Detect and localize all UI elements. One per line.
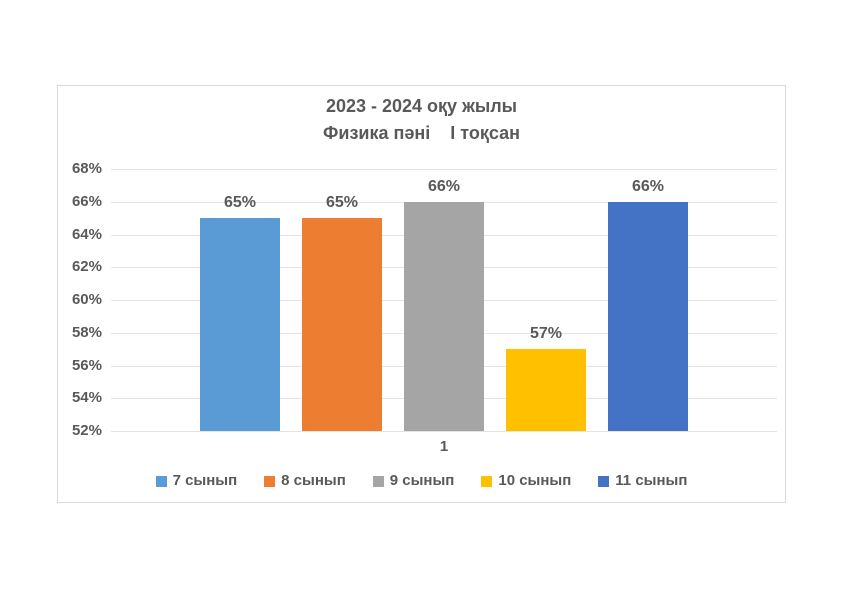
y-tick-label: 52% [71,422,102,439]
legend-item: 7 сынып [155,472,238,490]
legend-label: 7 сынып [172,472,238,489]
y-tick-label: 54% [71,389,102,407]
bar-9-сынып [404,201,484,431]
bar-8-сынып [302,218,382,431]
y-tick-label: 64% [71,225,102,243]
legend-swatch-icon [481,475,493,487]
legend-label: 9 сынып [389,472,455,489]
data-label: 57% [529,325,563,343]
plot-area: 65% 65% 66% 57% 66% [111,169,777,432]
chart-title-line1: 2023 - 2024 оқу жылы [325,96,518,116]
data-label: 66% [427,177,461,195]
legend-swatch-icon [264,475,276,487]
legend-label: 11 сынып [615,472,688,489]
legend-item: 8 сынып [264,472,346,490]
gridline [111,169,777,170]
legend-label: 8 сынып [281,472,346,489]
y-tick-label: 58% [71,323,102,341]
chart-frame: 2023 - 2024 оқу жылы Физика пәні І тоқса… [57,85,786,503]
data-label: 66% [631,177,665,195]
legend-item: 11 сынып [598,472,687,490]
legend-swatch-icon [372,475,384,487]
chart-title: 2023 - 2024 оқу жылы Физика пәні І тоқса… [58,93,785,147]
chart-title-line2: Физика пәні І тоқсан [323,123,520,143]
legend-item: 9 сынып [372,472,455,490]
y-tick-label: 62% [71,258,102,276]
data-label: 65% [223,194,257,212]
legend-item: 10 сынып [481,472,571,490]
bar-7-сынып [200,218,280,431]
bar-10-сынып [506,349,586,431]
bar-11-сынып [608,201,688,431]
y-axis-labels: 68% 66% 64% 62% 60% 58% 56% 54% 52% [64,160,102,439]
y-tick-label: 60% [71,291,102,308]
y-tick-label: 56% [71,356,102,374]
data-label: 65% [325,194,359,212]
y-tick-label: 66% [71,192,102,210]
legend: 7 сынып 8 сынып 9 сынып 10 сынып 11 сынып [58,472,785,490]
x-tick-label: 1 [439,438,449,455]
y-tick-label: 68% [71,160,102,177]
gridline [111,431,777,432]
legend-label: 10 сынып [498,472,572,489]
legend-swatch-icon [155,475,167,487]
legend-swatch-icon [598,475,610,487]
